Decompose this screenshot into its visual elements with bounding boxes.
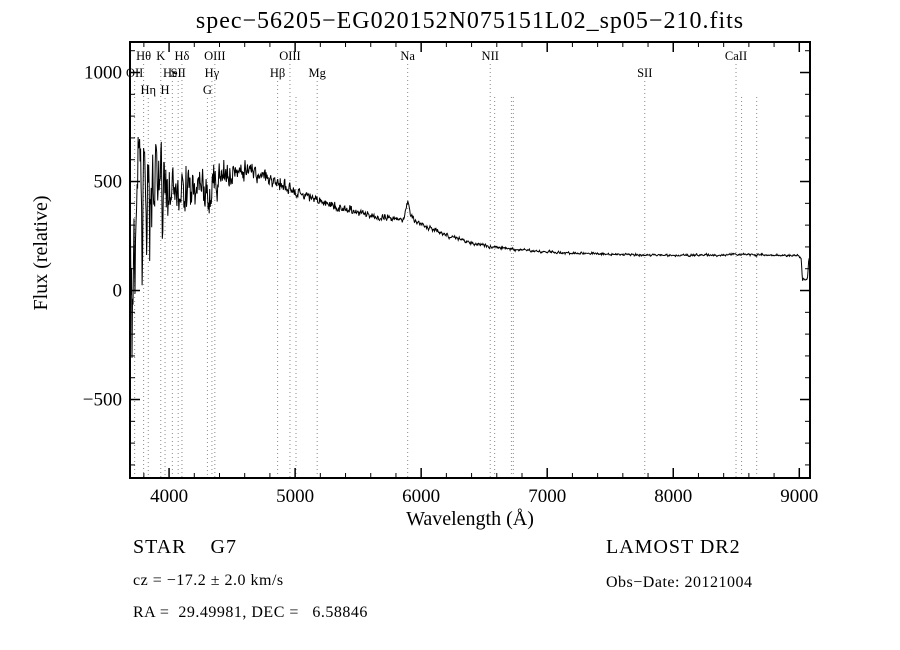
spectral-line-label: Na (400, 49, 415, 63)
survey-label: LAMOST DR2 (606, 536, 741, 558)
spectral-line-label: Hβ (270, 66, 285, 80)
y-tick-label: 1000 (84, 63, 122, 84)
spectral-line-label: NII (482, 49, 499, 63)
spectral-line-label: K (156, 49, 165, 63)
y-tick-label: 0 (113, 281, 123, 302)
obs-date: Obs−Date: 20121004 (606, 574, 753, 591)
spectral-line-label: SII (637, 66, 652, 80)
x-tick-label: 7000 (528, 486, 566, 507)
spectral-line-label: OIII (204, 49, 226, 63)
spectral-line-label: CaII (725, 49, 747, 63)
spectrum-trace (130, 136, 810, 358)
spectral-line-label: SII (171, 66, 186, 80)
y-tick-label: 500 (94, 172, 123, 193)
spectral-line-label: Hδ (174, 49, 189, 63)
x-axis-label: Wavelength (Å) (406, 508, 534, 530)
y-tick-label: −500 (83, 390, 122, 411)
spectral-line-label: H (161, 83, 170, 97)
ra-dec: RA = 29.49981, DEC = 6.58846 (133, 604, 368, 621)
plot-frame (129, 41, 811, 479)
x-tick-label: 6000 (402, 486, 440, 507)
cz-value: cz = −17.2 ± 2.0 km/s (133, 572, 284, 589)
x-tick-label: 8000 (654, 486, 692, 507)
spectral-line-label: Mg (308, 66, 326, 80)
x-tick-label: 9000 (780, 486, 818, 507)
spectral-line-label: Hθ (136, 49, 151, 63)
spectral-line-label: OIII (279, 49, 301, 63)
classification-label: STAR G7 (133, 536, 237, 558)
spectral-line-label: Hη (140, 83, 156, 97)
spectral-line-label: G (203, 83, 212, 97)
spectral-line-label: Hγ (205, 66, 220, 80)
spectral-line-label: HeI (163, 66, 182, 80)
x-tick-label: 5000 (276, 486, 314, 507)
plot-title: spec−56205−EG020152N075151L02_sp05−210.f… (195, 8, 745, 34)
x-tick-label: 4000 (150, 486, 188, 507)
y-axis-label: Flux (relative) (30, 195, 52, 311)
